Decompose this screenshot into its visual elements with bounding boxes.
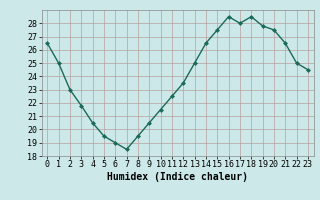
X-axis label: Humidex (Indice chaleur): Humidex (Indice chaleur) xyxy=(107,172,248,182)
